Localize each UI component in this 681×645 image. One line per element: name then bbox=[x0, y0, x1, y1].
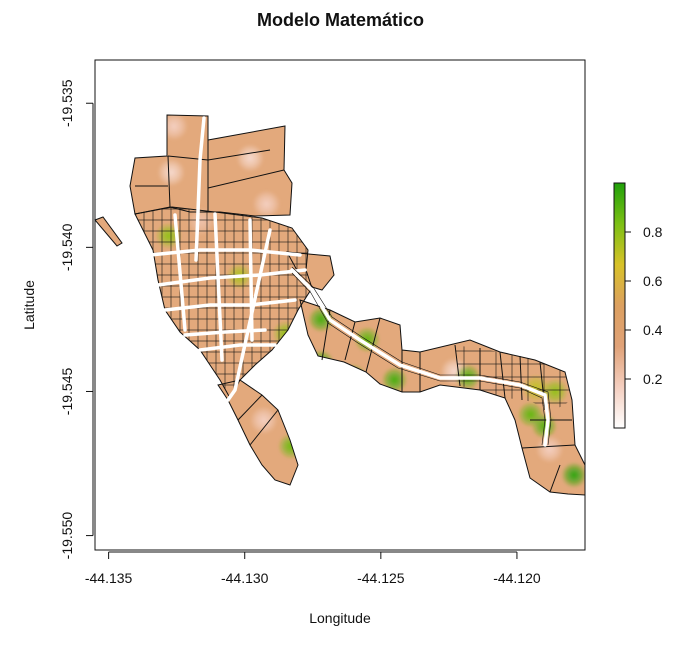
y-tick-label: -19.550 bbox=[59, 512, 75, 560]
chart-title: Modelo Matemático bbox=[256, 10, 425, 30]
street-edges bbox=[291, 266, 552, 446]
legend-tick-label: 0.6 bbox=[643, 273, 663, 289]
x-tick-label: -44.135 bbox=[85, 570, 133, 586]
x-tick-label: -44.125 bbox=[357, 570, 405, 586]
hotspot bbox=[157, 158, 186, 187]
hotspot bbox=[236, 144, 265, 172]
hotspot bbox=[354, 326, 381, 353]
color-legend: 0.2 0.4 0.6 0.8 bbox=[613, 182, 663, 429]
x-axis-label: Longitude bbox=[309, 610, 371, 626]
hotspot bbox=[535, 435, 564, 464]
x-tick-label: -44.130 bbox=[221, 570, 269, 586]
x-axis: -44.135 -44.130 -44.125 -44.120 bbox=[85, 551, 541, 586]
hotspot bbox=[252, 190, 281, 219]
y-tick-label: -19.545 bbox=[59, 368, 75, 416]
x-tick-label: -44.120 bbox=[493, 570, 541, 586]
hotspot bbox=[249, 406, 278, 435]
streets bbox=[148, 116, 550, 447]
legend-ticks: 0.2 0.4 0.6 0.8 bbox=[625, 224, 663, 387]
legend-tick-label: 0.4 bbox=[643, 322, 663, 338]
legend-colorbar bbox=[613, 182, 626, 429]
legend-tick-label: 0.2 bbox=[643, 371, 663, 387]
y-tick-label: -19.540 bbox=[59, 223, 75, 271]
hotspot bbox=[561, 462, 585, 489]
legend-tick-label: 0.8 bbox=[643, 224, 663, 240]
y-tick-label: -19.535 bbox=[59, 79, 75, 127]
y-axis: -19.535 -19.540 -19.545 -19.550 bbox=[59, 79, 94, 560]
